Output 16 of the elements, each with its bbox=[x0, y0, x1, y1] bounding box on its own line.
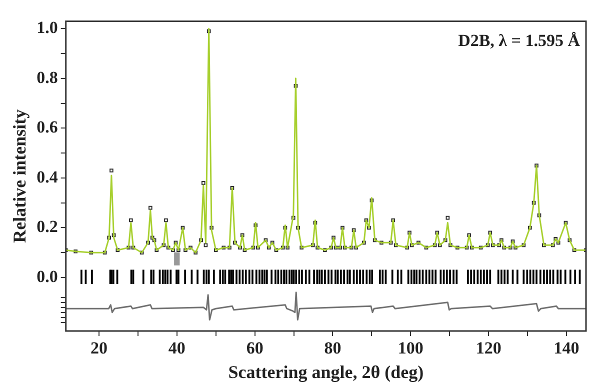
x-tick-label: 60 bbox=[246, 338, 264, 358]
y-tick-label: 0.2 bbox=[36, 217, 58, 236]
x-tick-label: 140 bbox=[554, 338, 580, 358]
x-axis-title: Scattering angle, 2θ (deg) bbox=[228, 362, 424, 382]
x-tick-label: 80 bbox=[324, 338, 342, 358]
y-tick-label: 0.4 bbox=[36, 167, 58, 186]
y-tick-label: 0.0 bbox=[36, 266, 58, 286]
x-tick-label: 40 bbox=[168, 338, 186, 358]
y-tick-label: 1.0 bbox=[36, 18, 58, 38]
y-axis-title: Relative intensity bbox=[9, 109, 30, 243]
y-tick-label: 0.6 bbox=[36, 118, 58, 137]
annotation: D2B, λ = 1.595 Å bbox=[458, 31, 581, 50]
y-tick-label: 0.8 bbox=[36, 68, 58, 87]
x-tick-label: 100 bbox=[398, 338, 424, 358]
x-tick-label: 120 bbox=[476, 338, 502, 358]
x-tick-label: 20 bbox=[90, 338, 108, 358]
